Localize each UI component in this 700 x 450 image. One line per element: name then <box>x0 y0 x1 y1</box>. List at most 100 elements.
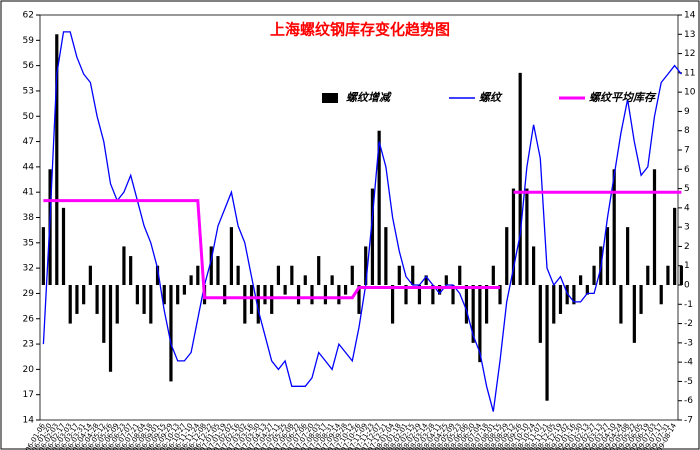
bar <box>129 256 133 285</box>
bar <box>585 285 589 295</box>
y-tick-label: 44 <box>23 162 35 172</box>
y2-tick-label: 4 <box>684 203 690 213</box>
bar <box>525 188 529 285</box>
bar <box>437 285 442 295</box>
bar <box>478 285 482 363</box>
bar <box>122 246 126 285</box>
bar <box>444 275 448 285</box>
bar <box>82 285 86 305</box>
bar <box>619 285 623 324</box>
bar <box>511 188 516 285</box>
bar <box>55 34 59 286</box>
bar <box>75 285 79 314</box>
bar <box>505 227 509 285</box>
y2-tick-label: 6 <box>684 165 690 175</box>
legend-swatch <box>322 93 338 103</box>
bar <box>626 227 630 285</box>
bar <box>605 227 610 285</box>
bar <box>317 256 321 285</box>
bar <box>679 265 683 285</box>
y2-tick-label: 2 <box>684 242 690 252</box>
line <box>43 190 682 300</box>
bar <box>350 265 354 285</box>
bar <box>236 265 240 285</box>
bar <box>666 265 670 285</box>
bar <box>357 285 361 314</box>
bar <box>592 265 596 285</box>
y2-tick-label: 1 <box>684 261 690 271</box>
y-tick-label: 35 <box>23 238 34 248</box>
bar <box>169 285 173 382</box>
bar <box>397 265 401 285</box>
bar <box>323 285 328 305</box>
y2-tick-label: 9 <box>684 107 690 117</box>
y2-tick-label: -7 <box>684 416 693 426</box>
bar <box>115 285 119 324</box>
bar <box>68 285 72 324</box>
y2-tick-label: -4 <box>684 358 693 368</box>
bar <box>572 285 576 305</box>
y-tick-label: 26 <box>23 314 35 324</box>
bar <box>182 285 186 295</box>
bar <box>196 265 200 285</box>
bar <box>108 285 113 372</box>
bar <box>263 285 267 305</box>
bar <box>558 285 563 314</box>
y-tick-label: 53 <box>23 86 34 96</box>
y2-tick-label: 11 <box>684 68 695 78</box>
bar <box>270 285 274 314</box>
chart-title: 上海螺纹钢库存变化趋势图 <box>270 21 450 39</box>
bar <box>532 246 536 285</box>
bar <box>579 275 583 285</box>
bar <box>296 285 301 305</box>
bar <box>545 285 549 401</box>
bar <box>223 285 227 305</box>
bar <box>552 285 556 324</box>
bar <box>330 275 334 285</box>
y-tick-label: 62 <box>23 11 34 21</box>
bar <box>216 256 220 285</box>
legend-label: 螺纹 <box>479 91 503 104</box>
legend-label: 螺纹增减 <box>346 91 392 104</box>
bar <box>390 285 395 324</box>
bar <box>424 275 428 285</box>
bar <box>485 285 489 324</box>
bar <box>337 285 341 305</box>
y2-tick-label: 7 <box>684 146 690 156</box>
bar <box>370 188 375 285</box>
bar <box>404 285 408 305</box>
bar <box>256 285 260 324</box>
bar <box>377 130 381 285</box>
y2-tick-label: -2 <box>684 319 693 329</box>
y-tick-label: 32 <box>23 264 34 274</box>
bar <box>303 275 307 285</box>
bar <box>155 265 160 285</box>
y-tick-label: 38 <box>23 213 35 223</box>
y-tick-label: 23 <box>23 340 34 350</box>
y-tick-label: 50 <box>23 112 35 122</box>
bar <box>209 246 213 285</box>
y-tick-label: 41 <box>23 188 34 198</box>
bar <box>95 285 99 314</box>
y2-tick-label: -3 <box>684 338 693 348</box>
bar <box>491 265 495 285</box>
bar <box>464 285 469 324</box>
bar <box>431 285 435 305</box>
bar <box>411 265 415 285</box>
bar <box>61 207 66 285</box>
y2-tick-label: 0 <box>684 281 690 291</box>
bar <box>149 285 153 324</box>
y-tick-label: 17 <box>23 390 34 400</box>
bar <box>162 285 166 305</box>
bar <box>632 285 636 343</box>
y2-tick-label: 10 <box>684 88 696 98</box>
y-tick-label: 29 <box>23 289 35 299</box>
y-tick-label: 59 <box>23 36 35 46</box>
y-tick-label: 56 <box>23 61 35 71</box>
bar <box>142 285 146 314</box>
bar <box>102 285 106 343</box>
bar <box>41 227 45 285</box>
y2-tick-label: -1 <box>684 300 693 310</box>
